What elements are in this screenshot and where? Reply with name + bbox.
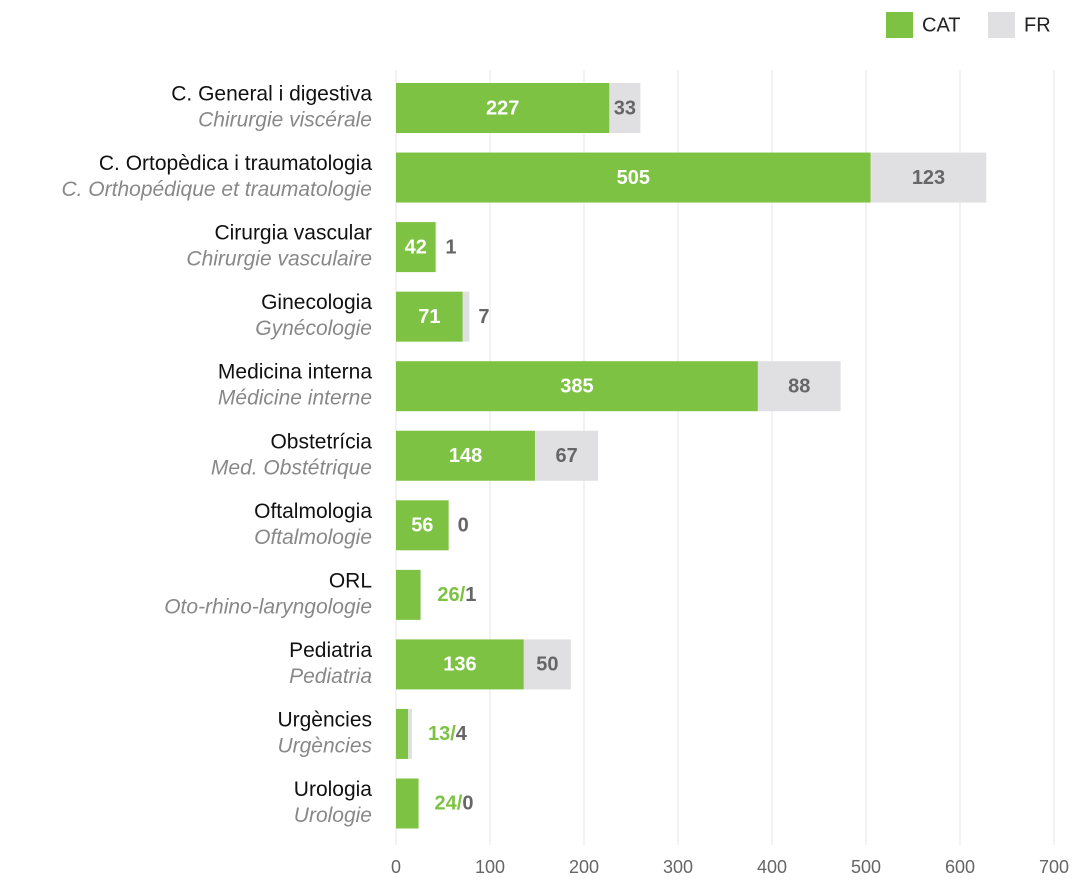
bar-cat xyxy=(396,430,536,481)
value-label-cat: 227 xyxy=(486,97,519,119)
category-label: Urologia xyxy=(294,778,373,801)
value-label-fr: 0 xyxy=(462,793,473,815)
value-label-fr: 33 xyxy=(614,97,636,119)
value-label-fr: 50 xyxy=(536,654,558,676)
bar-fr xyxy=(870,152,987,203)
value-label-cat: 24/ xyxy=(435,793,463,815)
x-tick-label: 100 xyxy=(475,857,505,877)
value-label: 13/4 xyxy=(428,723,468,745)
bar-fr xyxy=(523,639,571,690)
legend-label: CAT xyxy=(922,14,961,36)
value-label-fr: 1 xyxy=(465,584,476,606)
value-label-cat: 385 xyxy=(560,375,593,397)
value-label-cat: 42 xyxy=(405,236,427,258)
category-label: C. Ortopèdica i traumatologia xyxy=(99,152,372,175)
category-label-fr: Oftalmologie xyxy=(254,526,372,549)
legend-swatch xyxy=(886,12,913,38)
bar-cat xyxy=(396,152,871,203)
value-label: 26/1 xyxy=(437,584,476,606)
category-label-fr: Chirurgie viscérale xyxy=(198,109,372,132)
x-tick-label: 0 xyxy=(391,857,401,877)
value-label-fr: 0 xyxy=(458,515,469,537)
bar-cat xyxy=(396,500,449,551)
bar-cat xyxy=(396,83,610,133)
value-label-cat: 56 xyxy=(411,515,433,537)
x-tick-label: 300 xyxy=(663,857,693,877)
category-label: Ginecologia xyxy=(261,291,372,314)
category-label: ORL xyxy=(329,569,372,592)
value-label: 24/0 xyxy=(435,793,474,815)
value-label-fr: 7 xyxy=(478,306,489,328)
x-tick-label: 200 xyxy=(569,857,599,877)
category-label-fr: Pediatria xyxy=(289,665,372,688)
bar-fr xyxy=(462,291,470,342)
category-label: Medicina interna xyxy=(218,361,372,384)
x-tick-label: 700 xyxy=(1039,857,1069,877)
category-label: Oftalmologia xyxy=(254,500,372,523)
bar-cat xyxy=(396,639,524,690)
legend-swatch xyxy=(988,12,1015,38)
category-label-fr: Urgències xyxy=(277,734,372,757)
bar-cat xyxy=(396,361,758,412)
bar-fr xyxy=(435,222,437,273)
value-label-cat: 13/ xyxy=(428,723,456,745)
x-tick-label: 400 xyxy=(757,857,787,877)
value-label-fr: 1 xyxy=(445,236,456,258)
bar-fr xyxy=(757,361,841,412)
bar-cat xyxy=(396,708,409,759)
category-label-fr: Gynécologie xyxy=(255,317,372,340)
category-label: Cirurgia vascular xyxy=(214,222,372,245)
bar-fr xyxy=(535,430,599,481)
category-label-fr: C. Orthopédique et traumatologie xyxy=(61,178,372,201)
value-label-fr: 88 xyxy=(788,375,810,397)
x-tick-label: 600 xyxy=(945,857,975,877)
bar-fr xyxy=(609,83,641,133)
value-label-cat: 136 xyxy=(443,654,476,676)
bar-fr xyxy=(408,708,412,759)
bar-cat xyxy=(396,222,436,273)
x-tick-label: 500 xyxy=(851,857,881,877)
value-label-cat: 505 xyxy=(617,167,650,189)
value-label-fr: 4 xyxy=(456,723,468,745)
category-label-fr: Med. Obstétrique xyxy=(211,456,372,479)
bar-cat xyxy=(396,778,419,829)
category-label-fr: Urologie xyxy=(294,804,372,827)
value-label-fr: 67 xyxy=(555,445,577,467)
legend-label: FR xyxy=(1024,14,1051,36)
category-label-fr: Chirurgie vasculaire xyxy=(186,248,372,271)
bar-cat xyxy=(396,291,463,342)
category-label: Urgències xyxy=(277,708,372,731)
bar-fr xyxy=(420,569,422,620)
category-label-fr: Médicine interne xyxy=(218,387,372,410)
category-label: C. General i digestiva xyxy=(171,83,372,106)
bar-cat xyxy=(396,569,421,620)
value-label-fr: 123 xyxy=(912,167,945,189)
category-label: Obstetrícia xyxy=(270,430,372,453)
value-label-cat: 148 xyxy=(449,445,482,467)
value-label-cat: 26/ xyxy=(437,584,465,606)
category-label: Pediatria xyxy=(289,639,372,662)
category-label-fr: Oto-rhino-laryngologie xyxy=(164,595,372,618)
value-label-cat: 71 xyxy=(418,306,440,328)
